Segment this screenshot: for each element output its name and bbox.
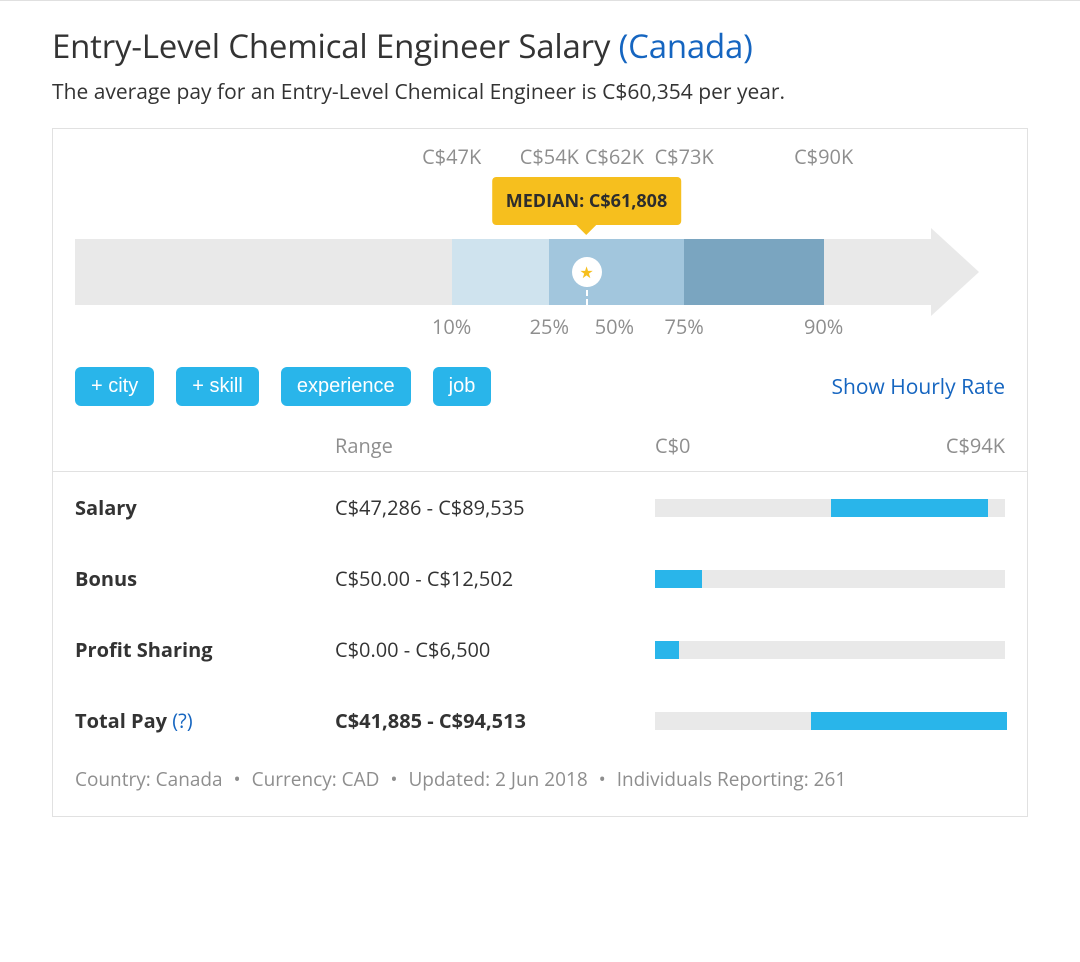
filter-pills-row: + city + skill experience job Show Hourly R… (53, 355, 1027, 428)
row-minibar (655, 712, 1005, 730)
percentile-tick: 25% (530, 313, 569, 340)
meta-separator: • (594, 766, 611, 792)
table-row: Salary C$47,286 - C$89,535 (53, 472, 1027, 543)
meta-part: Updated: 2 Jun 2018 (408, 766, 587, 792)
table-body: Salary C$47,286 - C$89,535Bonus C$50.00 … (53, 472, 1027, 756)
meta-separator: • (229, 766, 246, 792)
row-label: Profit Sharing (75, 636, 335, 663)
percentile-band (549, 239, 684, 305)
percentile-chart: C$47KC$54KC$62KC$73KC$90K ★MEDIAN: C$61,… (53, 129, 1027, 355)
meta-part: Currency: CAD (252, 766, 380, 792)
salary-tick-labels: C$47K C$54KC$62K C$73K C$90K (75, 143, 1005, 171)
table-row: Profit Sharing C$0.00 - C$6,500 (53, 614, 1027, 685)
table-header-max: C$94K (946, 432, 1005, 459)
median-marker[interactable]: ★ (572, 257, 602, 287)
minibar-fill (811, 712, 1007, 730)
filter-pill[interactable]: job (433, 367, 492, 406)
row-label: Total Pay (?) (75, 707, 335, 734)
pills-host: + city + skill experience job (75, 367, 491, 406)
table-row: Total Pay (?)C$41,885 - C$94,513 (53, 685, 1027, 756)
salary-tick: C$47K (422, 143, 481, 170)
meta-footer: Country: Canada • Currency: CAD • Update… (53, 756, 1027, 816)
help-icon[interactable]: (?) (172, 707, 192, 734)
title-main: Entry-Level Chemical Engineer Salary (52, 23, 619, 68)
salary-tick: C$73K (655, 143, 714, 170)
salary-tick: C$54K (520, 143, 579, 170)
meta-separator: • (385, 766, 402, 792)
salary-panel: C$47KC$54KC$62KC$73KC$90K ★MEDIAN: C$61,… (52, 128, 1028, 817)
percentile-band (684, 239, 824, 305)
percentile-tick: 10% (432, 313, 471, 340)
row-label: Salary (75, 494, 335, 521)
percentile-band (452, 239, 550, 305)
show-hourly-link[interactable]: Show Hourly Rate (831, 373, 1005, 401)
page-subtitle: The average pay for an Entry-Level Chemi… (52, 78, 1028, 106)
page-title: Entry-Level Chemical Engineer Salary (Ca… (52, 23, 1028, 68)
row-minibar (655, 641, 1005, 659)
filter-pill[interactable]: experience (281, 367, 411, 406)
minibar-track (655, 712, 1005, 730)
minibar-track (655, 641, 1005, 659)
table-header-min: C$0 (655, 432, 690, 459)
table-row: Bonus C$50.00 - C$12,502 (53, 543, 1027, 614)
minibar-fill (655, 641, 679, 659)
arrow-head-icon (931, 228, 979, 316)
row-range: C$0.00 - C$6,500 (335, 636, 655, 663)
page: Entry-Level Chemical Engineer Salary (Ca… (0, 1, 1080, 857)
salary-tick: C$90K (794, 143, 853, 170)
table-header: Range C$0 C$94K (53, 428, 1027, 472)
row-label: Bonus (75, 565, 335, 592)
row-minibar (655, 570, 1005, 588)
median-tooltip: MEDIAN: C$61,808 (492, 177, 682, 225)
row-range: C$41,885 - C$94,513 (335, 707, 655, 734)
filter-pill[interactable]: + city (75, 367, 154, 406)
row-range: C$50.00 - C$12,502 (335, 565, 655, 592)
table-header-range: Range (335, 432, 655, 459)
minibar-fill (831, 499, 988, 517)
row-range: C$47,286 - C$89,535 (335, 494, 655, 521)
minibar-track (655, 499, 1005, 517)
meta-part: Individuals Reporting: 261 (617, 766, 847, 792)
filter-pill[interactable]: + skill (176, 367, 259, 406)
minibar-track (655, 570, 1005, 588)
meta-part: Country: Canada (75, 766, 223, 792)
minibar-fill (655, 570, 701, 588)
title-region[interactable]: (Canada) (619, 23, 753, 68)
percentile-tick: 50% (595, 313, 634, 340)
salary-tick: C$62K (585, 143, 644, 170)
salary-arrow: ★MEDIAN: C$61,808 (75, 239, 1005, 305)
row-minibar (655, 499, 1005, 517)
percentile-tick: 90% (804, 313, 843, 340)
percentile-tick-labels: 10% 25% 50% 75% 90% (75, 313, 1005, 341)
star-icon: ★ (579, 261, 593, 283)
percentile-tick: 75% (664, 313, 703, 340)
